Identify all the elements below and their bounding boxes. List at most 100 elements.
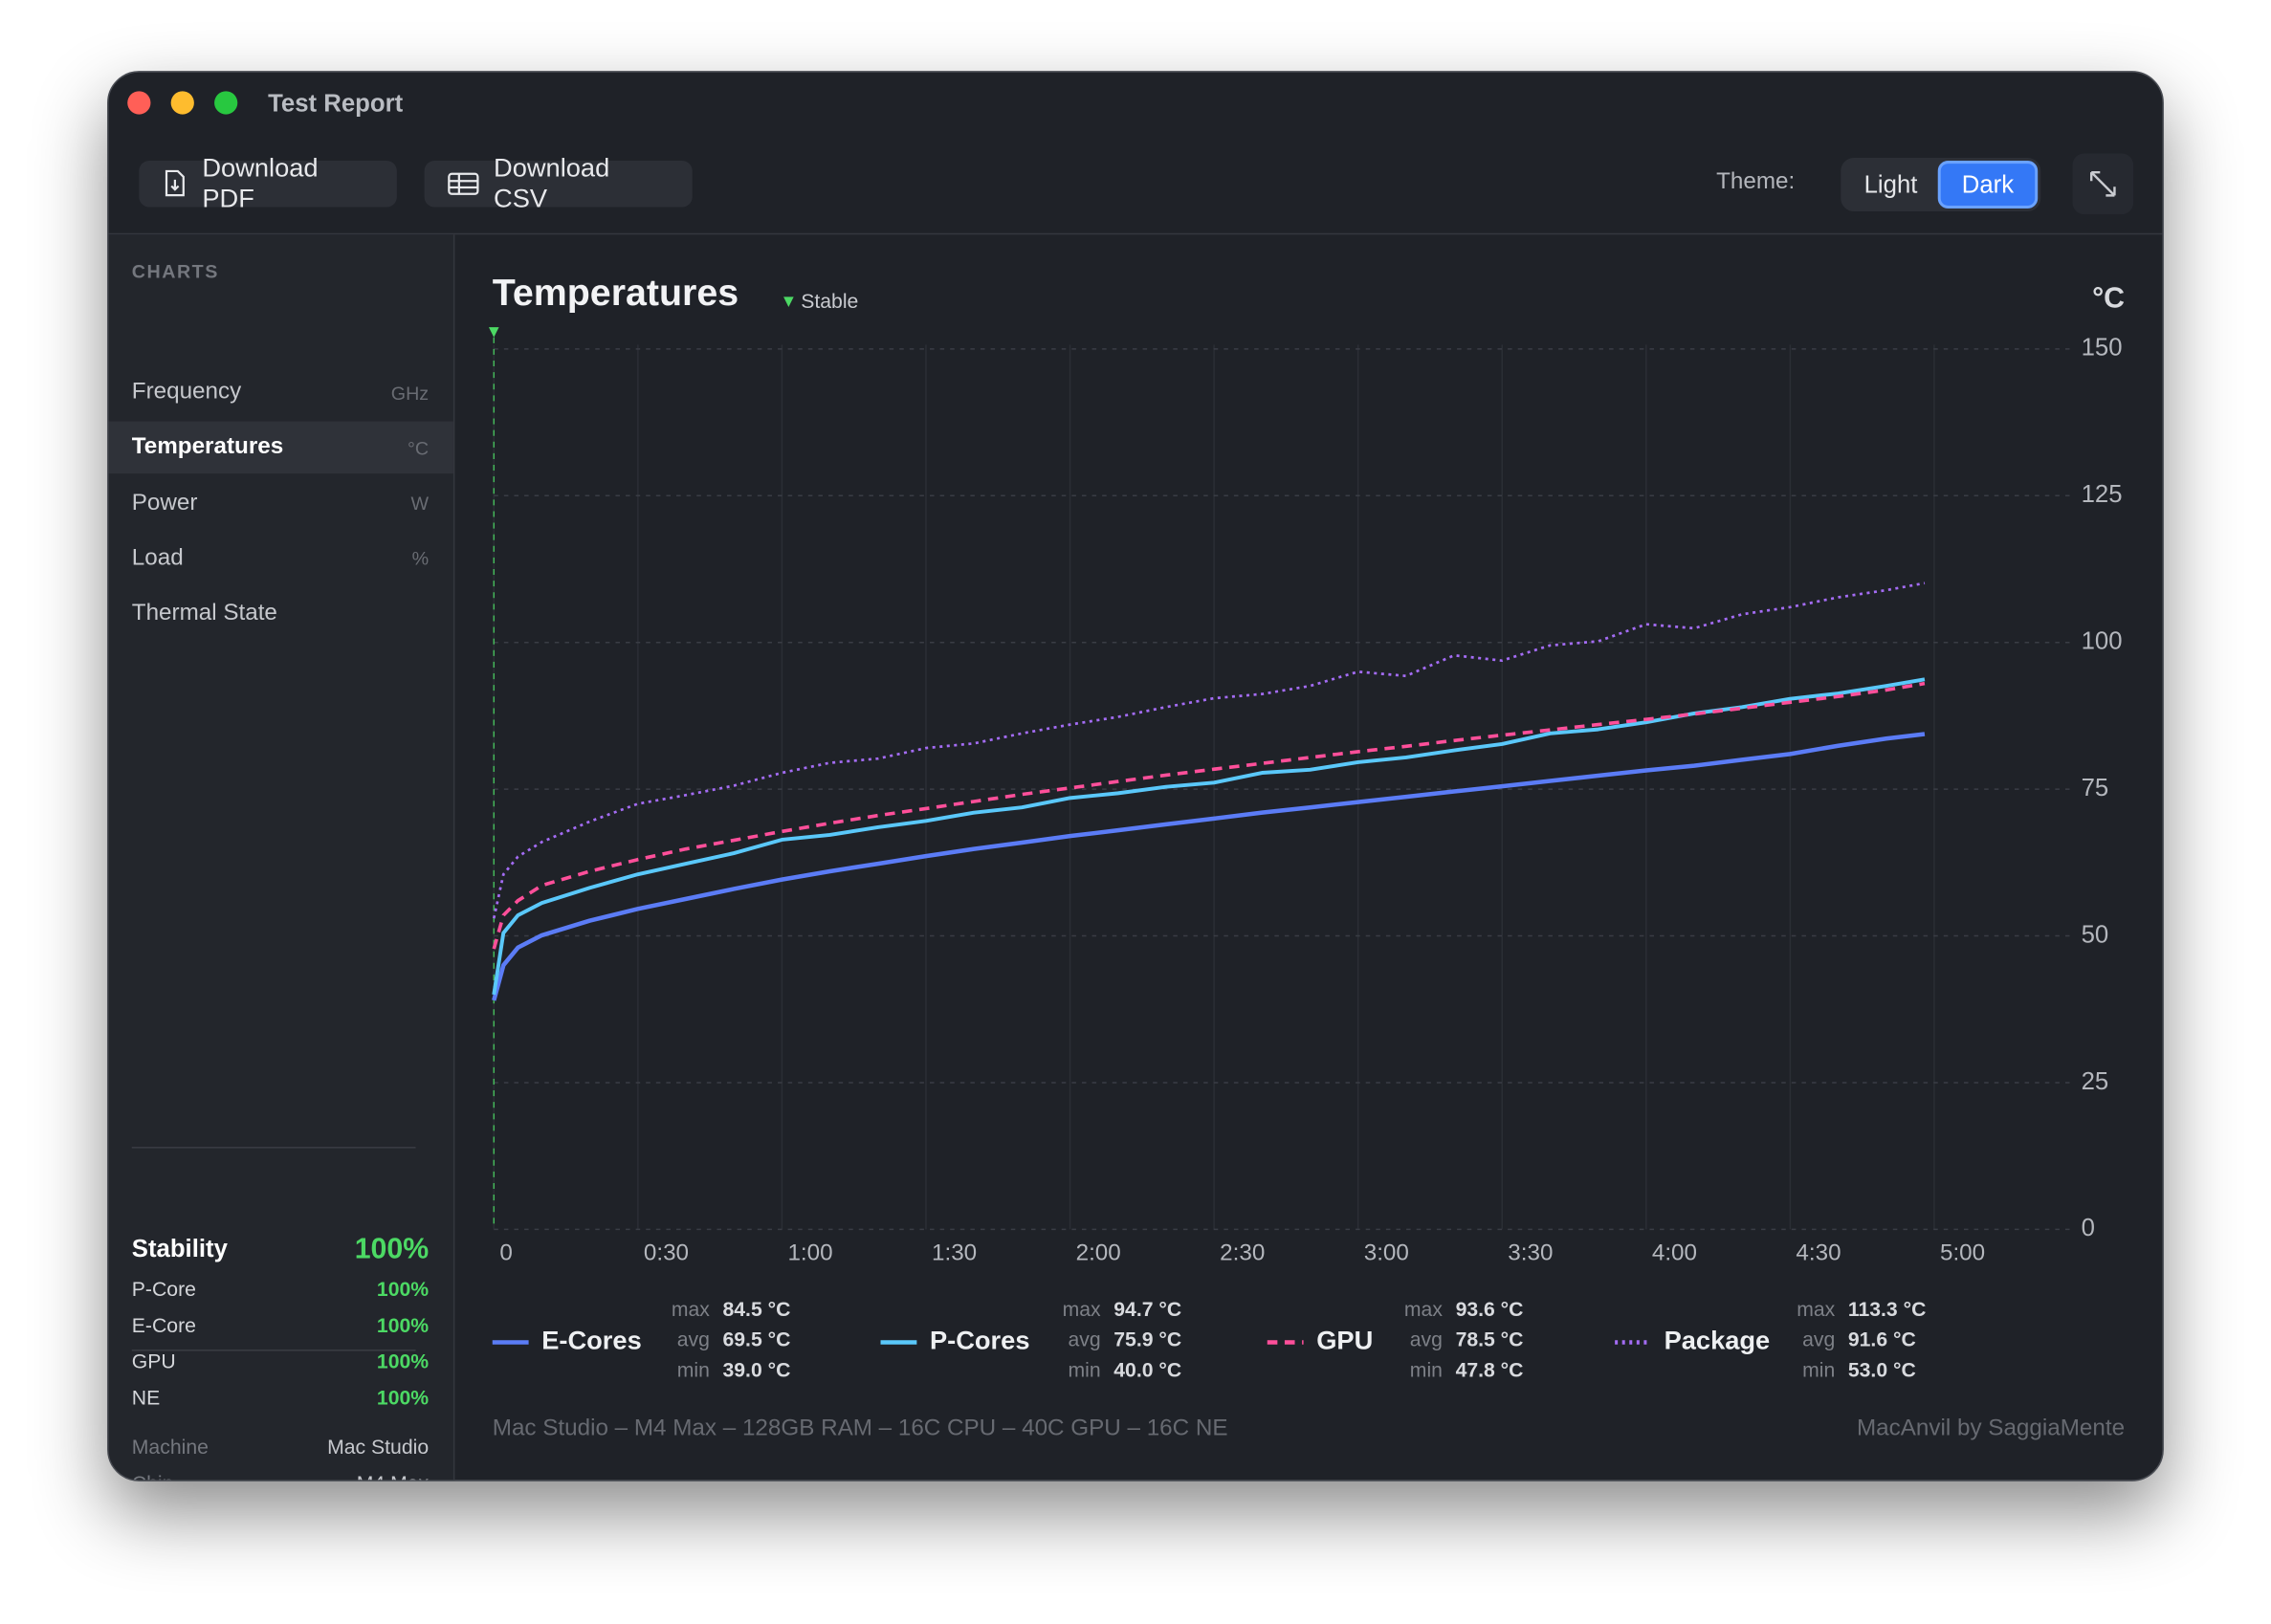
footer-credit: MacAnvil by SaggiaMente bbox=[1856, 1416, 2126, 1441]
stability-value: 100% bbox=[354, 1233, 430, 1265]
stat-value: 94.7 °C bbox=[1113, 1299, 1181, 1321]
sidebar-item-label: Temperatures bbox=[131, 434, 284, 460]
grid bbox=[493, 344, 2076, 1231]
x-tick-label: 5:00 bbox=[1940, 1240, 1985, 1266]
stability-value: 100% bbox=[376, 1277, 430, 1301]
theme-label: Theme: bbox=[1716, 169, 1796, 194]
y-tick-label: 150 bbox=[2082, 335, 2123, 362]
pdf-icon bbox=[165, 169, 185, 197]
sidebar-item-label: Thermal State bbox=[131, 601, 277, 626]
stable-marker bbox=[488, 327, 499, 338]
x-tick-label: 2:30 bbox=[1220, 1240, 1265, 1266]
series-line bbox=[492, 732, 1926, 1001]
stat-label: max bbox=[672, 1299, 710, 1321]
close-button[interactable] bbox=[127, 91, 151, 115]
sidebar-item[interactable]: Load% bbox=[109, 533, 453, 585]
sidebar-item[interactable]: Frequency GHz bbox=[109, 366, 453, 419]
stat-value: 53.0 °C bbox=[1848, 1359, 1916, 1381]
stat-value: 91.6 °C bbox=[1848, 1329, 1916, 1351]
button-label: Download PDF bbox=[202, 153, 319, 213]
stat-label: min bbox=[1068, 1359, 1100, 1381]
legend-label: Package bbox=[1665, 1326, 1771, 1355]
stability-value: 100% bbox=[376, 1385, 430, 1410]
y-tick-label: 100 bbox=[2082, 628, 2123, 655]
legend-label: GPU bbox=[1316, 1326, 1373, 1355]
stat-value: 113.3 °C bbox=[1848, 1299, 1927, 1321]
sidebar: CHARTS Stability 100% Frequency GHz Temper… bbox=[108, 234, 455, 1481]
window: Test Report Download PDF Download CSV Th… bbox=[107, 71, 2164, 1481]
footer-machine: Mac Studio – M4 Max – 128GB RAM – 16C CP… bbox=[492, 1416, 1228, 1441]
x-tick-label: 3:30 bbox=[1508, 1240, 1553, 1266]
stat-label: avg bbox=[1068, 1329, 1100, 1351]
series-line bbox=[492, 681, 1926, 950]
stat-value: 69.5 °C bbox=[722, 1329, 790, 1351]
minimize-button[interactable] bbox=[170, 91, 194, 115]
separator bbox=[131, 1147, 416, 1149]
y-tick-label: 75 bbox=[2082, 775, 2109, 801]
sidebar-item[interactable]: Thermal State bbox=[109, 588, 453, 641]
sidebar-item-unit: GHz bbox=[390, 381, 430, 404]
sidebar-item-unit: °C bbox=[408, 436, 430, 459]
stat-label: min bbox=[1410, 1359, 1443, 1381]
legend-label: E-Cores bbox=[541, 1326, 642, 1355]
toolbar-separator bbox=[108, 232, 2163, 235]
sidebar-item-label: Frequency bbox=[131, 379, 242, 405]
x-tick-label: 4:00 bbox=[1652, 1240, 1697, 1266]
x-tick-label: 2:00 bbox=[1076, 1240, 1121, 1266]
stat-label: min bbox=[1802, 1359, 1835, 1381]
stat-value: 84.5 °C bbox=[722, 1299, 790, 1321]
download-csv-button[interactable]: Download CSV bbox=[424, 153, 693, 213]
theme-switch: Light Dark bbox=[1841, 158, 2041, 212]
info-label: Machine bbox=[131, 1435, 209, 1459]
chart-status: Stable bbox=[801, 291, 858, 313]
x-tick-label: 1:00 bbox=[787, 1240, 832, 1266]
stat-value: 40.0 °C bbox=[1113, 1359, 1181, 1381]
sidebar-item[interactable]: Power W bbox=[109, 477, 453, 530]
theme-option[interactable]: Dark bbox=[1937, 161, 2039, 209]
sidebar-item[interactable]: Temperatures °C bbox=[108, 422, 453, 474]
stability-label: GPU bbox=[131, 1350, 176, 1373]
stability-label: P-Core bbox=[131, 1277, 196, 1301]
expand-icon bbox=[2090, 170, 2116, 197]
info-label: Chip bbox=[132, 1471, 174, 1480]
stat-value: 93.6 °C bbox=[1456, 1299, 1524, 1321]
x-tick-label: 0:30 bbox=[644, 1240, 689, 1266]
sidebar-item-label: Load bbox=[131, 545, 184, 571]
legend-label: P-Cores bbox=[930, 1326, 1030, 1355]
y-tick-label: 50 bbox=[2082, 921, 2109, 948]
zoom-button[interactable] bbox=[214, 91, 238, 115]
info-row: Chip M4 Max bbox=[132, 1468, 429, 1480]
stability-row: P-Core 100% bbox=[132, 1274, 429, 1303]
sidebar-item-unit: % bbox=[411, 547, 430, 570]
theme-option[interactable]: Light bbox=[1863, 169, 1918, 198]
info-value: Mac Studio bbox=[327, 1435, 430, 1459]
expand-button[interactable] bbox=[2072, 153, 2134, 215]
y-tick-label: 25 bbox=[2082, 1068, 2109, 1095]
stat-label: max bbox=[1797, 1299, 1835, 1321]
x-tick-label: 0 bbox=[499, 1240, 512, 1266]
stability-row: GPU 100% bbox=[132, 1347, 429, 1375]
download-pdf-button[interactable]: Download PDF bbox=[139, 153, 397, 213]
chart-title: Temperatures bbox=[493, 272, 739, 314]
x-tick-label: 1:30 bbox=[932, 1240, 977, 1266]
stat-label: min bbox=[677, 1359, 710, 1381]
stability-value: 100% bbox=[376, 1313, 430, 1337]
x-tick-label: 3:00 bbox=[1364, 1240, 1409, 1266]
stability-label: E-Core bbox=[131, 1313, 196, 1337]
window-title: Test Report bbox=[268, 89, 404, 118]
stability-header: Stability 100% bbox=[132, 1232, 429, 1266]
sidebar-item-label: Power bbox=[131, 490, 198, 516]
stability-title: Stability bbox=[131, 1235, 228, 1263]
stat-label: avg bbox=[677, 1329, 710, 1351]
stat-value: 75.9 °C bbox=[1113, 1329, 1181, 1351]
sidebar-item-unit: W bbox=[410, 492, 430, 515]
info-row: Machine Mac Studio bbox=[132, 1432, 429, 1460]
stability-label: NE bbox=[131, 1385, 161, 1410]
sidebar-section: CHARTS bbox=[131, 260, 219, 283]
csv-icon bbox=[448, 172, 479, 195]
stat-label: max bbox=[1404, 1299, 1443, 1321]
status-icon bbox=[783, 296, 794, 307]
